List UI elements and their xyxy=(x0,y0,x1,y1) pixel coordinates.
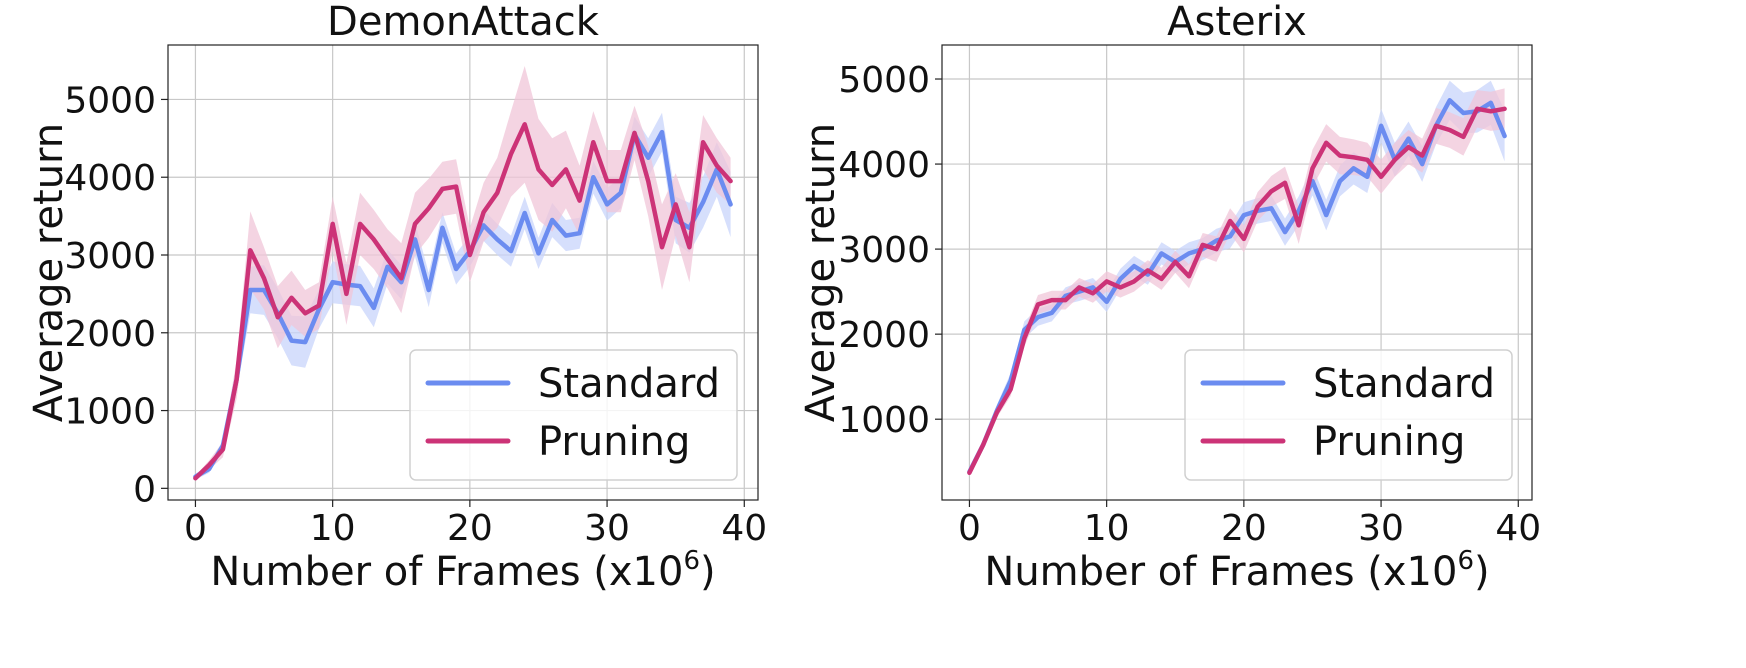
y-tick-label: 4000 xyxy=(64,158,156,199)
legend: Standard Pruning xyxy=(409,349,738,481)
y-tick-label: 2000 xyxy=(64,314,156,355)
x-axis-label-end: ) xyxy=(700,549,716,595)
plot-frame xyxy=(167,44,759,501)
legend: Standard Pruning xyxy=(1184,349,1513,481)
x-tick-label: 20 xyxy=(1221,508,1267,549)
x-axis-label-exponent: 6 xyxy=(683,546,700,576)
x-axis-label-main: Number of Frames (x10 xyxy=(984,549,1457,595)
legend-label-standard: Standard xyxy=(538,361,720,407)
x-tick-label: 0 xyxy=(184,508,207,549)
x-axis-label: Number of Frames (x106) xyxy=(210,546,715,595)
y-tick-label: 1000 xyxy=(64,392,156,433)
x-tick-label: 0 xyxy=(958,508,981,549)
chart-title: Asterix xyxy=(1167,0,1307,45)
chart-asterix: Asterix Average return Number of Frames … xyxy=(798,0,1541,595)
y-axis-label: Average return xyxy=(798,123,844,422)
band-pruning xyxy=(195,66,731,481)
x-axis-label-exponent: 6 xyxy=(1457,546,1474,576)
x-tick-label: 10 xyxy=(310,508,356,549)
line-pruning xyxy=(967,106,1507,476)
x-tick-label: 30 xyxy=(584,508,630,549)
x-axis-label-end: ) xyxy=(1474,549,1490,595)
x-tick-label: 40 xyxy=(721,508,767,549)
legend-label-pruning: Pruning xyxy=(538,419,690,465)
y-tick-label: 5000 xyxy=(838,60,930,101)
series-lines xyxy=(967,98,1507,476)
band-pruning xyxy=(969,88,1505,476)
y-tick-label: 5000 xyxy=(64,80,156,121)
y-tick-label: 3000 xyxy=(64,236,156,277)
x-tick-label: 20 xyxy=(447,508,493,549)
x-tick-label: 10 xyxy=(1084,508,1130,549)
y-tick-label: 2000 xyxy=(838,315,930,356)
x-axis-label: Number of Frames (x106) xyxy=(984,546,1489,595)
axis-ticks: 0 10 20 30 40 1000 2000 3000 4000 5000 xyxy=(838,60,1541,549)
plot-frame xyxy=(941,44,1533,501)
series-lines xyxy=(193,122,733,481)
chart-demonattack: DemonAttack Average return Number of Fra… xyxy=(26,0,767,595)
y-tick-label: 3000 xyxy=(838,230,930,271)
confidence-bands xyxy=(195,66,731,481)
y-tick-label: 0 xyxy=(133,469,156,510)
line-standard xyxy=(193,129,733,479)
confidence-bands xyxy=(969,80,1505,476)
chart-title: DemonAttack xyxy=(327,0,600,45)
y-axis-label: Average return xyxy=(26,123,72,422)
legend-label-standard: Standard xyxy=(1313,361,1495,407)
grid-lines xyxy=(942,45,1532,500)
x-axis-label-main: Number of Frames (x10 xyxy=(210,549,683,595)
line-pruning xyxy=(193,122,733,481)
y-tick-label: 4000 xyxy=(838,145,930,186)
x-tick-label: 40 xyxy=(1495,508,1541,549)
legend-label-pruning: Pruning xyxy=(1313,419,1465,465)
axis-ticks: 0 10 20 30 40 0 1000 2000 3000 4000 5000 xyxy=(64,80,767,549)
y-tick-label: 1000 xyxy=(838,400,930,441)
x-tick-label: 30 xyxy=(1358,508,1404,549)
